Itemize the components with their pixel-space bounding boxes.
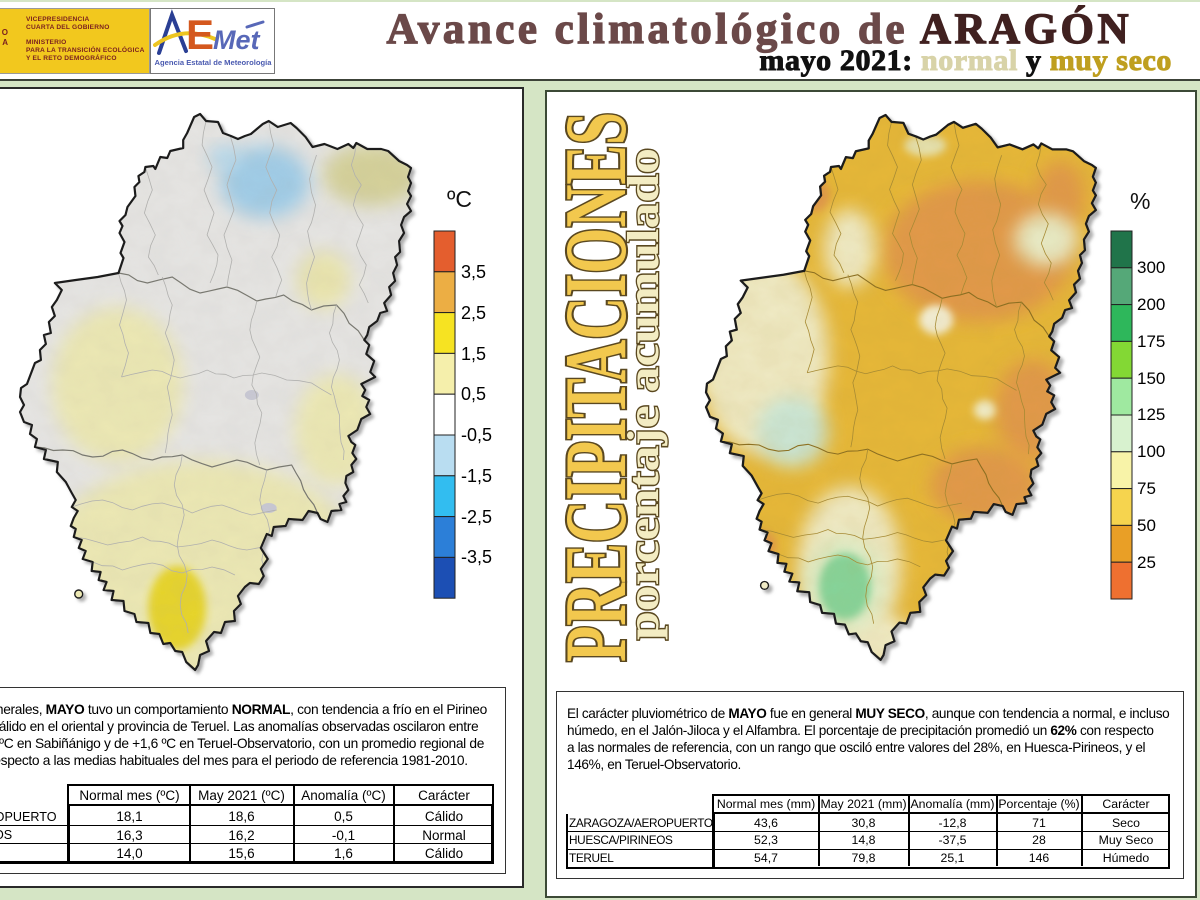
svg-text:E: E (186, 11, 214, 57)
svg-text:PRECIPITACIONES: PRECIPITACIONES (548, 112, 645, 662)
svg-text:Met: Met (213, 25, 261, 55)
svg-text:porcentaje acumulado: porcentaje acumulado (619, 148, 668, 640)
